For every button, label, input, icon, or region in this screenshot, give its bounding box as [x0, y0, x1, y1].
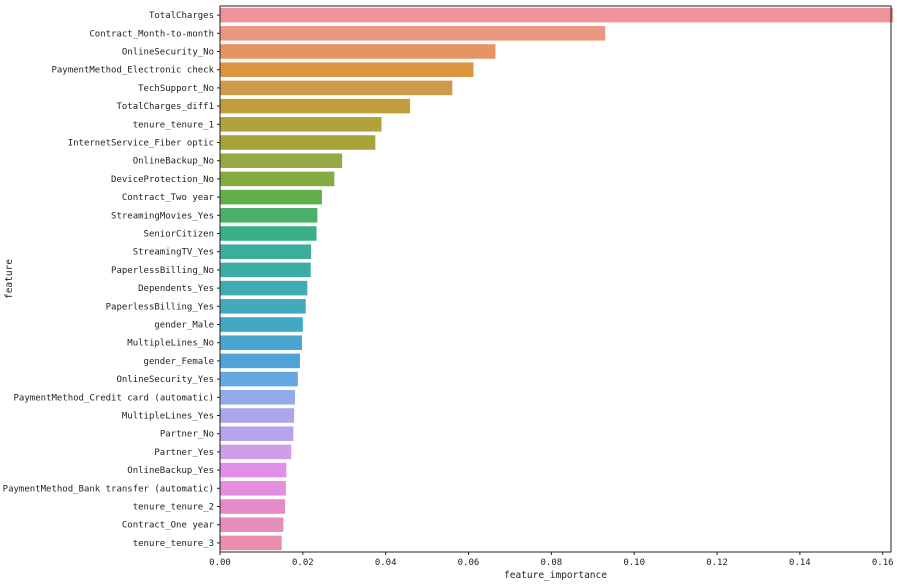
x-ticks: 0.00 0.02 0.04 0.06 0.08 0.10 0.12 0.14 0.16 [209, 552, 893, 568]
bar [220, 426, 293, 441]
y-tick-label: DeviceProtection_No [111, 175, 214, 185]
bar [220, 8, 893, 23]
y-tick-label: tenure_tenure_1 [133, 120, 214, 130]
y-tick-label: TechSupport_No [138, 84, 214, 94]
bar [220, 536, 282, 551]
y-tick-label: StreamingMovies_Yes [111, 211, 214, 221]
y-tick-label: TotalCharges_diff1 [116, 102, 214, 112]
bar [220, 408, 294, 423]
y-tick-label: PaymentMethod_Credit card (automatic) [14, 393, 214, 403]
bar [220, 117, 382, 132]
x-tick-label: 0.02 [292, 558, 314, 568]
y-tick-label: Partner_Yes [154, 448, 214, 458]
y-tick-label: OnlineSecurity_No [122, 48, 214, 58]
bar [220, 153, 342, 168]
bar [220, 44, 495, 59]
bar [220, 390, 295, 405]
y-tick-label: MultipleLines_Yes [122, 412, 214, 422]
bar [220, 317, 303, 332]
bar [220, 244, 311, 259]
bar [220, 372, 298, 387]
x-tick-label: 0.12 [706, 558, 728, 568]
bar [220, 481, 286, 496]
y-tick-label: Dependents_Yes [138, 284, 214, 294]
bar [220, 445, 291, 460]
y-tick-label: tenure_tenure_2 [133, 503, 214, 513]
y-tick-label: tenure_tenure_3 [133, 539, 214, 549]
y-tick-label: MultipleLines_No [127, 339, 214, 349]
bar [220, 135, 375, 150]
x-tick-label: 0.06 [458, 558, 480, 568]
y-tick-label: OnlineBackup_Yes [127, 466, 214, 476]
bar [220, 62, 473, 77]
bar [220, 81, 452, 96]
bar [220, 499, 285, 514]
y-tick-label: Contract_One year [122, 521, 215, 531]
bar [220, 281, 307, 296]
y-tick-label: OnlineBackup_No [133, 157, 214, 167]
bar [220, 463, 286, 478]
y-tick-label: SeniorCitizen [144, 230, 214, 240]
y-tick-label: PaperlessBilling_Yes [106, 302, 214, 312]
x-tick-label: 0.08 [541, 558, 563, 568]
x-axis-label: feature_importance [504, 570, 607, 581]
bar [220, 335, 302, 350]
bar [220, 208, 317, 223]
x-tick-label: 0.10 [623, 558, 645, 568]
y-tick-label: TotalCharges [149, 11, 214, 21]
bar [220, 354, 300, 369]
y-tick-label: gender_Male [154, 321, 214, 331]
y-axis-label: feature [4, 259, 15, 299]
x-tick-label: 0.16 [872, 558, 894, 568]
bar [220, 26, 605, 41]
y-tick-label: StreamingTV_Yes [133, 248, 214, 258]
x-tick-label: 0.04 [375, 558, 397, 568]
y-tick-label: PaymentMethod_Electronic check [51, 66, 214, 76]
bar [220, 190, 322, 205]
y-tick-label: Contract_Two year [122, 193, 215, 203]
bar [220, 517, 283, 532]
bar [220, 263, 311, 278]
bar [220, 99, 410, 114]
bar [220, 299, 306, 314]
x-tick-label: 0.14 [789, 558, 811, 568]
y-tick-label: Contract_Month-to-month [89, 29, 214, 39]
y-tick-label: Partner_No [160, 430, 214, 440]
y-tick-label: PaperlessBilling_No [111, 266, 214, 276]
y-tick-label: PaymentMethod_Bank transfer (automatic) [3, 484, 214, 494]
y-tick-label: gender_Female [144, 357, 214, 367]
bar [220, 226, 317, 241]
y-tick-labels: TotalCharges Contract_Month-to-month Onlin… [3, 11, 220, 549]
y-tick-label: InternetService_Fiber optic [68, 139, 214, 149]
y-tick-label: OnlineSecurity_Yes [116, 375, 214, 385]
bar [220, 172, 334, 187]
bars-group [220, 8, 893, 550]
x-tick-label: 0.00 [209, 558, 231, 568]
